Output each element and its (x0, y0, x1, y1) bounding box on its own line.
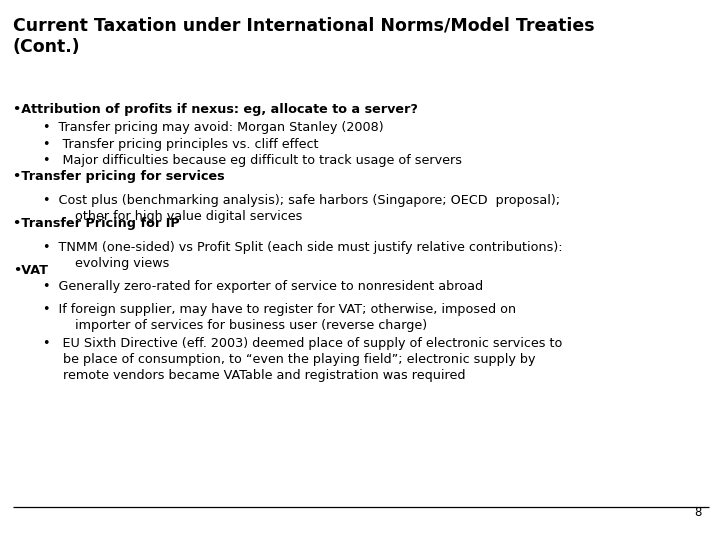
Text: •  TNMM (one-sided) vs Profit Split (each side must justify relative contributio: • TNMM (one-sided) vs Profit Split (each… (43, 241, 563, 270)
Text: •  Cost plus (benchmarking analysis); safe harbors (Singapore; OECD  proposal);
: • Cost plus (benchmarking analysis); saf… (43, 194, 560, 224)
Text: 8: 8 (695, 507, 702, 519)
Text: •Attribution of profits if nexus: eg, allocate to a server?: •Attribution of profits if nexus: eg, al… (13, 103, 418, 116)
Text: •  If foreign supplier, may have to register for VAT; otherwise, imposed on
    : • If foreign supplier, may have to regis… (43, 303, 516, 333)
Text: Current Taxation under International Norms/Model Treaties
(Cont.): Current Taxation under International Nor… (13, 16, 595, 56)
Text: •  Generally zero-rated for exporter of service to nonresident abroad: • Generally zero-rated for exporter of s… (43, 280, 483, 293)
Text: •   Transfer pricing principles vs. cliff effect: • Transfer pricing principles vs. cliff … (43, 138, 319, 151)
Text: •   EU Sixth Directive (eff. 2003) deemed place of supply of electronic services: • EU Sixth Directive (eff. 2003) deemed … (43, 337, 562, 382)
Text: •Transfer pricing for services: •Transfer pricing for services (13, 170, 225, 183)
Text: •  Transfer pricing may avoid: Morgan Stanley (2008): • Transfer pricing may avoid: Morgan Sta… (43, 122, 384, 134)
Text: •Transfer Pricing for IP: •Transfer Pricing for IP (13, 217, 179, 230)
Text: •   Major difficulties because eg difficult to track usage of servers: • Major difficulties because eg difficul… (43, 154, 462, 167)
Text: •VAT: •VAT (13, 264, 48, 276)
